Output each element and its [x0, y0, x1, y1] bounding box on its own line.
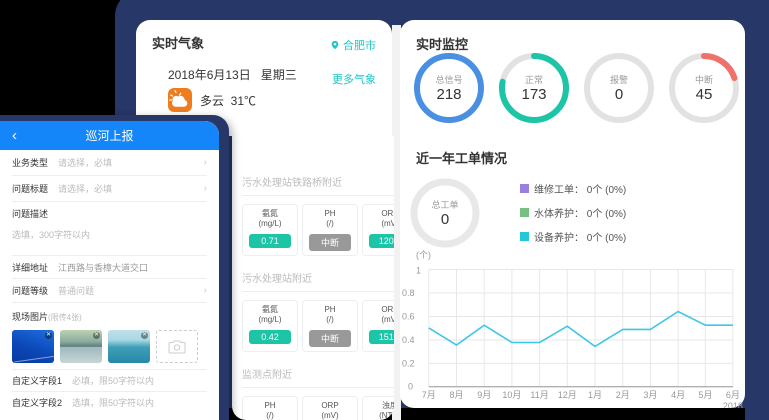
svg-text:7月: 7月 — [422, 390, 436, 400]
svg-text:8月: 8月 — [449, 390, 463, 400]
svg-text:0.6: 0.6 — [402, 312, 415, 322]
svg-text:4月: 4月 — [671, 390, 685, 400]
svg-text:1: 1 — [416, 266, 421, 276]
svg-text:1月: 1月 — [588, 390, 602, 400]
svg-text:10月: 10月 — [502, 390, 521, 400]
svg-text:5月: 5月 — [698, 390, 712, 400]
svg-text:11月: 11月 — [530, 390, 548, 400]
svg-text:2月: 2月 — [616, 390, 630, 400]
svg-text:0.2: 0.2 — [402, 359, 415, 369]
svg-text:12月: 12月 — [558, 390, 577, 400]
svg-text:0.4: 0.4 — [402, 335, 415, 345]
svg-text:0.8: 0.8 — [402, 288, 415, 298]
svg-text:0: 0 — [408, 382, 413, 392]
svg-text:3月: 3月 — [643, 390, 657, 400]
svg-text:2018: 2018 — [723, 401, 743, 408]
svg-text:6月: 6月 — [726, 390, 740, 400]
svg-text:(个): (个) — [416, 250, 431, 260]
svg-text:9月: 9月 — [477, 390, 491, 400]
